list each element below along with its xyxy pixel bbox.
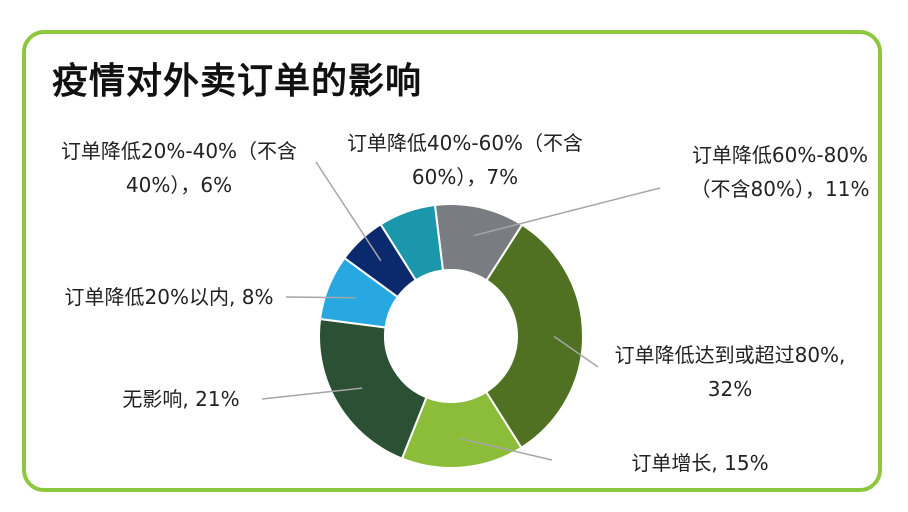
label-over-80: 订单降低达到或超过80%, 32% [614,343,846,401]
chart-title: 疫情对外卖订单的影响 [52,61,423,102]
leader-line-2 [460,437,553,461]
donut-slice-3 [318,317,428,460]
label-60-80: 订单降低60%-80%（不含80%），11% [690,143,870,201]
leader-line-4 [285,296,356,299]
label-no-effect: 无影响, 21% [122,387,240,411]
label-40-60: 订单降低40%-60%（不含60%），7% [346,131,584,189]
donut-slice-1 [484,223,584,450]
chart-frame [22,30,882,492]
leader-line-3 [261,387,363,400]
label-20-40: 订单降低20%-40%（不含40%），6% [60,139,298,197]
label-increase: 订单增长, 15% [631,451,769,475]
leader-line-5 [315,161,382,262]
donut-slice-6 [379,203,445,282]
label-within-20: 订单降低20%以内, 8% [64,285,274,309]
leader-line-0 [473,187,661,237]
leader-line-1 [553,335,599,368]
